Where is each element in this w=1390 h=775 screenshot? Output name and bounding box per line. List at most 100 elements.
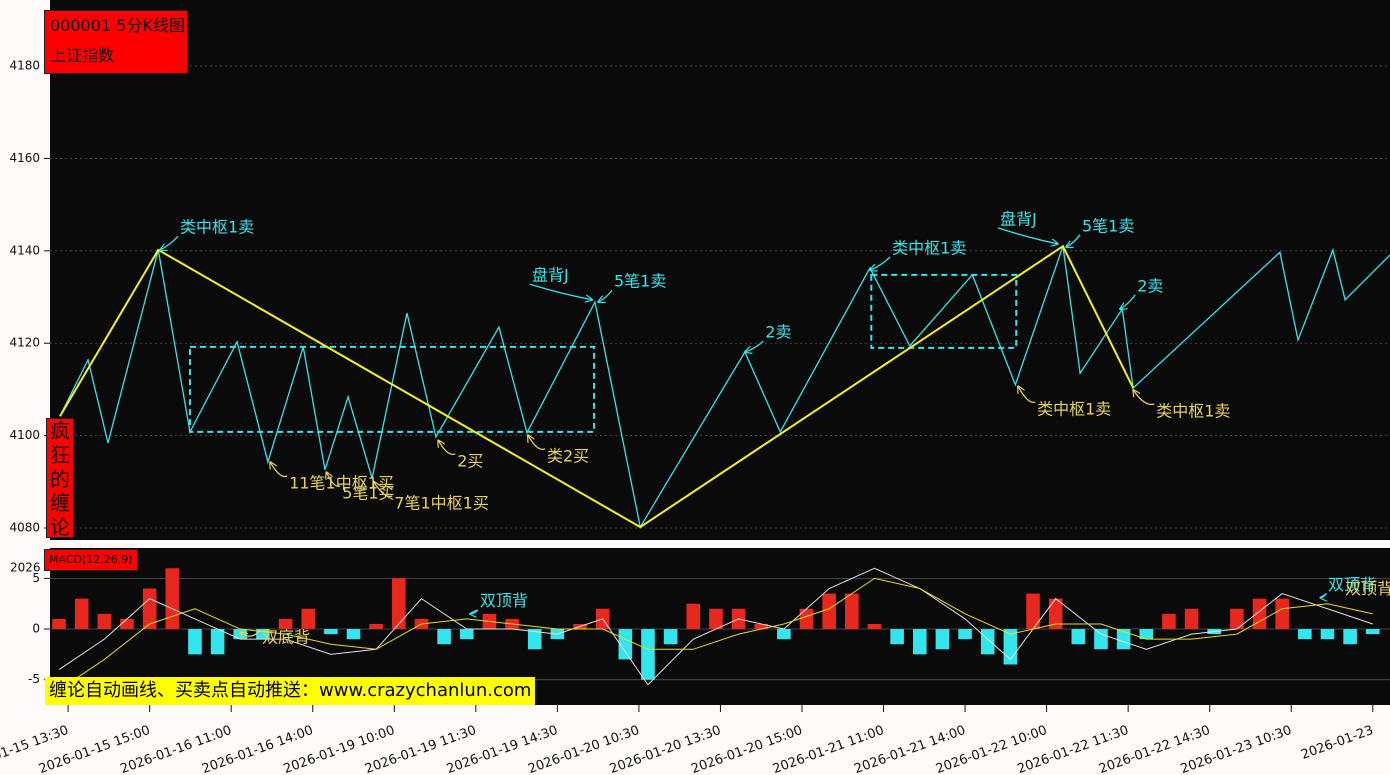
macd-bar xyxy=(935,629,950,650)
annotation: 双底背 xyxy=(262,628,310,647)
annotation-arrow xyxy=(270,462,288,478)
macd-bar xyxy=(1230,608,1244,630)
annotation-arrow xyxy=(1066,234,1081,247)
annotation: 盘背J xyxy=(1000,209,1037,228)
macd-bar xyxy=(324,629,338,635)
annotation: 5笔1买 xyxy=(342,483,394,502)
annotation: 双顶背 xyxy=(1328,575,1376,594)
annotation: 类中枢1卖 xyxy=(180,218,254,237)
series-line xyxy=(59,245,1390,529)
macd-bar xyxy=(1139,629,1154,640)
macd-bar xyxy=(1094,629,1108,650)
macd-bar xyxy=(1298,629,1312,640)
series-line xyxy=(58,577,1373,691)
annotation-arrow xyxy=(1018,386,1036,404)
macd-bar xyxy=(709,608,723,630)
chart-title: 000001 5分K线图 xyxy=(50,16,185,35)
banner: 缠论自动画线、买卖点自动推送：www.crazychanlun.com xyxy=(45,677,536,705)
macd-bar xyxy=(777,629,791,640)
macd-bar xyxy=(346,629,361,640)
y-tick-label: -5 xyxy=(28,672,40,686)
y-tick-label: 4080 xyxy=(9,520,40,534)
macd-bar xyxy=(278,618,293,630)
macd-bar xyxy=(459,629,474,640)
annotation-arrow xyxy=(745,340,764,352)
annotation-arrow xyxy=(528,435,546,450)
macd-bar xyxy=(1365,629,1380,635)
series-line xyxy=(58,567,1373,686)
annotation: 7笔1中枢1买 xyxy=(394,493,489,512)
annotation: 5笔1卖 xyxy=(614,272,666,291)
y-tick-label: 4160 xyxy=(9,151,40,165)
x-tick-label: 2026-01-23 xyxy=(1299,723,1375,763)
annotation: 2买 xyxy=(457,451,483,470)
annotation: 类2买 xyxy=(547,446,589,465)
macd-bar xyxy=(1162,613,1176,630)
annotation-arrow xyxy=(1133,390,1155,406)
macd-bar xyxy=(1071,629,1086,645)
chart-subtitle: 上证指数 xyxy=(50,46,115,65)
macd-bar xyxy=(958,629,972,640)
side-label: 疯狂的缠论 xyxy=(46,418,74,539)
macd-bar xyxy=(845,593,859,630)
annotation: 2卖 xyxy=(765,323,791,342)
annotation-arrow xyxy=(870,256,891,270)
annotation: 类中枢1卖 xyxy=(892,238,966,257)
hub-box xyxy=(870,273,1018,349)
annotation: 类中枢1卖 xyxy=(1156,402,1230,421)
macd-bar xyxy=(369,623,383,630)
annotation-arrow xyxy=(598,289,613,302)
y-tick-label: 4180 xyxy=(9,59,40,73)
annotation: 5笔1卖 xyxy=(1082,216,1134,235)
hub-box xyxy=(188,345,596,433)
macd-bar xyxy=(1275,598,1289,630)
annotation-arrow xyxy=(1320,593,1326,597)
y-tick-label: 4120 xyxy=(9,336,40,350)
macd-bar xyxy=(1252,598,1267,630)
macd-bar xyxy=(1048,598,1063,630)
y-tick-label: 4140 xyxy=(9,243,40,257)
y-tick-label: 0 xyxy=(32,622,40,636)
annotation-arrow xyxy=(470,609,479,614)
macd-bar xyxy=(686,603,701,630)
annotation-arrow xyxy=(240,629,261,636)
macd-bar xyxy=(822,593,836,630)
annotation: 双顶背 xyxy=(1345,579,1390,598)
macd-bar xyxy=(527,629,542,650)
macd-bar xyxy=(754,623,769,630)
title-box: 000001 5分K线图 上证指数 xyxy=(44,10,188,74)
macd-bar xyxy=(912,629,927,655)
macd-bar xyxy=(165,568,180,630)
annotation-arrow xyxy=(529,283,592,300)
annotation: 双顶背 xyxy=(480,591,528,610)
macd-bar xyxy=(210,629,225,655)
macd-bar xyxy=(188,629,202,655)
macd-bar xyxy=(392,578,406,630)
macd-bar xyxy=(867,623,882,630)
macd-bar xyxy=(142,588,157,630)
annotation: 盘背J xyxy=(532,266,569,285)
annotation-arrow xyxy=(997,227,1058,244)
macd-bar xyxy=(1184,608,1199,630)
annotation-arrow xyxy=(438,440,456,456)
price-panel xyxy=(50,0,1390,540)
annotation-arrow xyxy=(374,482,393,498)
macd-bar xyxy=(256,629,270,640)
macd-bar xyxy=(301,608,316,630)
macd-bar xyxy=(74,598,89,630)
macd-bar xyxy=(618,629,633,660)
y-tick-label: 5 xyxy=(32,571,40,585)
macd-bar xyxy=(641,629,655,680)
macd-bar xyxy=(1116,629,1131,650)
annotation-arrow xyxy=(160,235,179,250)
macd-bar xyxy=(890,629,904,645)
axis-fragment: 2026 xyxy=(10,561,41,575)
macd-bar xyxy=(1320,629,1335,640)
macd-bar xyxy=(663,629,678,645)
annotation: 2卖 xyxy=(1137,276,1163,295)
annotation-arrow xyxy=(1120,294,1136,309)
macd-bar xyxy=(437,629,451,645)
macd-bar xyxy=(233,629,248,640)
